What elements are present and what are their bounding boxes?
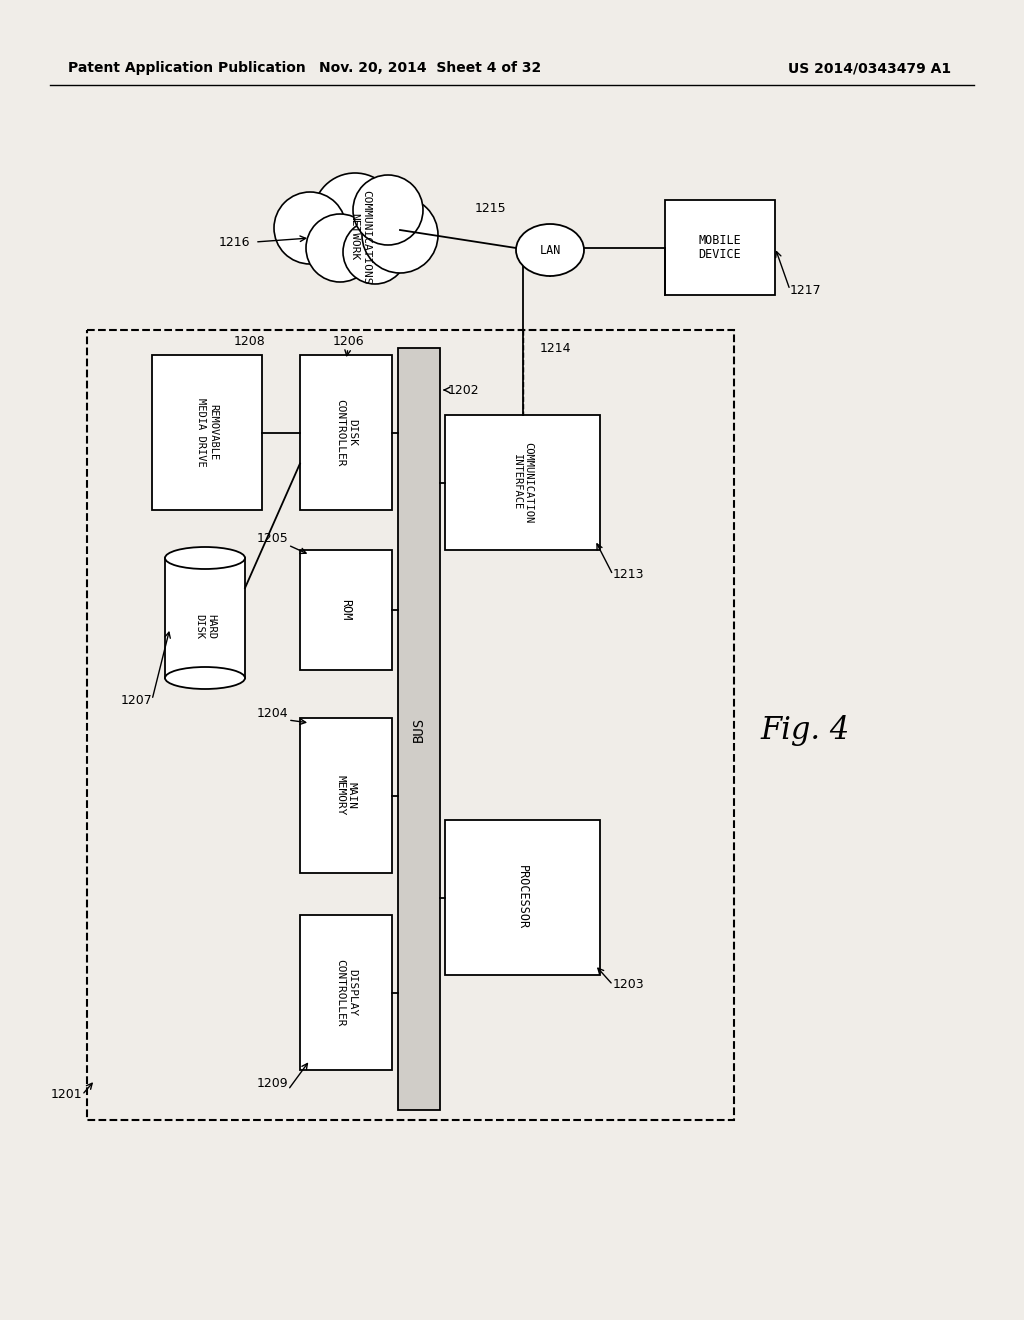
Ellipse shape: [516, 224, 584, 276]
Text: 1202: 1202: [449, 384, 479, 396]
Text: REMOVABLE
MEDIA DRIVE: REMOVABLE MEDIA DRIVE: [197, 399, 218, 467]
Text: DISK
CONTROLLER: DISK CONTROLLER: [335, 399, 356, 466]
Circle shape: [313, 173, 397, 257]
Text: DISPLAY
CONTROLLER: DISPLAY CONTROLLER: [335, 958, 356, 1026]
Text: 1207: 1207: [120, 693, 152, 706]
Circle shape: [362, 197, 438, 273]
Bar: [300, 355, 392, 510]
Text: 1214: 1214: [540, 342, 571, 355]
Ellipse shape: [165, 546, 245, 569]
Text: Fig. 4: Fig. 4: [760, 714, 849, 746]
Text: Patent Application Publication: Patent Application Publication: [68, 61, 306, 75]
Text: Nov. 20, 2014  Sheet 4 of 32: Nov. 20, 2014 Sheet 4 of 32: [318, 61, 541, 75]
Text: 1215: 1215: [474, 202, 506, 215]
Bar: [398, 348, 440, 1110]
Text: 1216: 1216: [218, 235, 250, 248]
Bar: [87, 330, 734, 1119]
Text: US 2014/0343479 A1: US 2014/0343479 A1: [788, 61, 951, 75]
Bar: [445, 820, 600, 975]
Ellipse shape: [165, 667, 245, 689]
Circle shape: [353, 176, 423, 246]
Text: 1217: 1217: [790, 284, 821, 297]
Text: 1209: 1209: [256, 1077, 288, 1090]
Circle shape: [306, 214, 374, 282]
Text: COMMUNICATION
INTERFACE: COMMUNICATION INTERFACE: [512, 442, 534, 523]
Text: 1205: 1205: [256, 532, 288, 545]
Text: 1204: 1204: [256, 708, 288, 719]
Text: PROCESSOR: PROCESSOR: [516, 866, 529, 929]
Bar: [300, 915, 392, 1071]
Text: HARD
DISK: HARD DISK: [195, 614, 216, 639]
Text: LAN: LAN: [540, 243, 561, 256]
Bar: [300, 718, 392, 873]
Text: ROM: ROM: [340, 599, 352, 620]
Text: MOBILE
DEVICE: MOBILE DEVICE: [698, 234, 741, 261]
Text: 1213: 1213: [613, 569, 644, 582]
Circle shape: [343, 220, 407, 284]
Text: BUS: BUS: [412, 717, 426, 742]
Bar: [665, 201, 775, 294]
Bar: [165, 558, 245, 678]
Text: 1201: 1201: [50, 1089, 82, 1101]
Bar: [300, 550, 392, 671]
Text: MAIN
MEMORY: MAIN MEMORY: [335, 775, 356, 816]
Bar: [445, 414, 600, 550]
Bar: [152, 355, 262, 510]
Text: 1203: 1203: [613, 978, 645, 991]
Text: 1208: 1208: [234, 335, 266, 348]
Circle shape: [274, 191, 346, 264]
Text: 1206: 1206: [332, 335, 364, 348]
Text: COMMUNICATIONS
NETWORK: COMMUNICATIONS NETWORK: [349, 190, 371, 284]
